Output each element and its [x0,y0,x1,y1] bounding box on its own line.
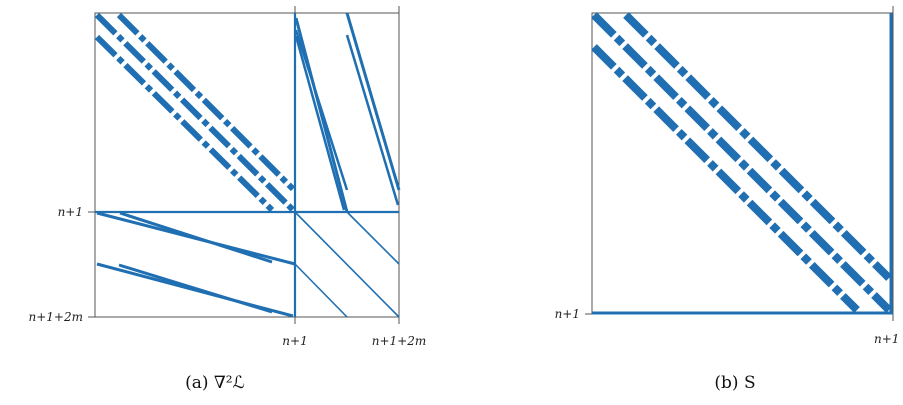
panel-a-bottomright-upper [346,211,400,265]
panel-a-xtick-label-1: n+1 [282,334,307,348]
panel-a-lower-diagonal [94,34,275,213]
panel-b-upper-diagonal [623,12,892,281]
panel-a-main-diagonal [94,12,296,213]
panel-a-bottomright-lower [294,263,348,318]
panel-a-upper-diagonal [116,12,296,192]
panel-a-topright-line-1c [294,29,349,191]
panel-a-ytick-label-1: n+1 [58,205,83,219]
panel-a-topright-line-2a [345,12,401,191]
panel-a-ytick-label-2: n+1+2m [29,310,84,324]
panel-a-frame [94,12,400,318]
panel-b-lower-diagonal [591,44,860,313]
panel-b-ytick-label: n+1 [555,307,580,321]
panel-a-bottomleft-line-2b [118,263,273,314]
panel-a-xtick-label-2: n+1+2m [372,334,427,348]
panel-a-caption: (a) ∇²ℒ [185,373,245,393]
panel-a-topright-line-1a [294,17,349,213]
panel-a-topright-line-1b [294,35,346,211]
panel-b-caption: (b) S [714,373,755,393]
panel-a: n+1 n+1+2m n+1 n+1+2m (a) ∇²ℒ [29,6,427,393]
panel-b-xtick-label: n+1 [874,332,899,346]
panel-a-bottomright-diagonal [294,211,400,318]
panel-a-topright-line-2b [345,34,400,206]
panel-a-bottomleft-line-1b [119,211,273,264]
panel-b: n+1 n+1 (b) S [555,6,899,393]
panel-b-main-diagonal [591,12,892,313]
